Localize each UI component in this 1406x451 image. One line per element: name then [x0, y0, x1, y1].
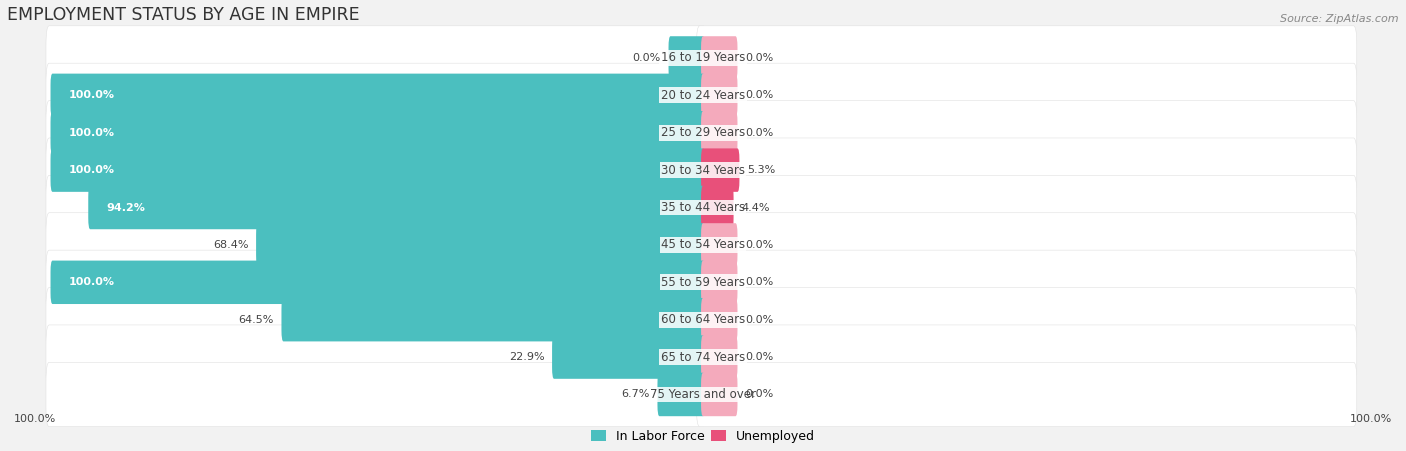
Legend: In Labor Force, Unemployed: In Labor Force, Unemployed: [586, 425, 820, 448]
FancyBboxPatch shape: [281, 298, 704, 341]
FancyBboxPatch shape: [46, 325, 706, 389]
Text: 0.0%: 0.0%: [745, 128, 773, 138]
Text: 100.0%: 100.0%: [69, 277, 115, 287]
FancyBboxPatch shape: [668, 36, 704, 80]
Text: 75 Years and over: 75 Years and over: [650, 388, 756, 401]
Text: 0.0%: 0.0%: [745, 390, 773, 400]
FancyBboxPatch shape: [46, 213, 706, 277]
Text: 65 to 74 Years: 65 to 74 Years: [661, 350, 745, 364]
FancyBboxPatch shape: [696, 250, 1357, 314]
Text: 6.7%: 6.7%: [621, 390, 650, 400]
FancyBboxPatch shape: [696, 213, 1357, 277]
FancyBboxPatch shape: [51, 111, 704, 154]
FancyBboxPatch shape: [696, 325, 1357, 389]
FancyBboxPatch shape: [89, 186, 704, 229]
Text: 100.0%: 100.0%: [69, 165, 115, 175]
Text: 25 to 29 Years: 25 to 29 Years: [661, 126, 745, 139]
FancyBboxPatch shape: [702, 261, 738, 304]
Text: 100.0%: 100.0%: [69, 90, 115, 100]
Text: 16 to 19 Years: 16 to 19 Years: [661, 51, 745, 64]
FancyBboxPatch shape: [46, 63, 706, 128]
Text: 94.2%: 94.2%: [107, 202, 145, 212]
Text: 55 to 59 Years: 55 to 59 Years: [661, 276, 745, 289]
FancyBboxPatch shape: [46, 175, 706, 239]
Text: 0.0%: 0.0%: [745, 90, 773, 100]
FancyBboxPatch shape: [553, 336, 704, 379]
Text: 0.0%: 0.0%: [745, 315, 773, 325]
Text: 45 to 54 Years: 45 to 54 Years: [661, 239, 745, 251]
FancyBboxPatch shape: [702, 148, 740, 192]
FancyBboxPatch shape: [702, 111, 738, 154]
Text: 0.0%: 0.0%: [745, 352, 773, 362]
Text: 0.0%: 0.0%: [745, 240, 773, 250]
FancyBboxPatch shape: [46, 101, 706, 165]
Text: 35 to 44 Years: 35 to 44 Years: [661, 201, 745, 214]
Text: 20 to 24 Years: 20 to 24 Years: [661, 89, 745, 102]
FancyBboxPatch shape: [46, 138, 706, 202]
Text: 0.0%: 0.0%: [745, 53, 773, 63]
FancyBboxPatch shape: [702, 223, 738, 267]
FancyBboxPatch shape: [696, 175, 1357, 239]
FancyBboxPatch shape: [46, 288, 706, 352]
FancyBboxPatch shape: [702, 298, 738, 341]
FancyBboxPatch shape: [696, 138, 1357, 202]
FancyBboxPatch shape: [51, 148, 704, 192]
FancyBboxPatch shape: [256, 223, 704, 267]
FancyBboxPatch shape: [702, 186, 734, 229]
FancyBboxPatch shape: [51, 261, 704, 304]
FancyBboxPatch shape: [46, 26, 706, 90]
FancyBboxPatch shape: [702, 336, 738, 379]
Text: 0.0%: 0.0%: [633, 53, 661, 63]
Text: 22.9%: 22.9%: [509, 352, 544, 362]
FancyBboxPatch shape: [702, 74, 738, 117]
FancyBboxPatch shape: [696, 63, 1357, 128]
Text: EMPLOYMENT STATUS BY AGE IN EMPIRE: EMPLOYMENT STATUS BY AGE IN EMPIRE: [7, 6, 360, 24]
Text: 60 to 64 Years: 60 to 64 Years: [661, 313, 745, 326]
Text: 5.3%: 5.3%: [747, 165, 776, 175]
FancyBboxPatch shape: [702, 36, 738, 80]
Text: 0.0%: 0.0%: [745, 277, 773, 287]
FancyBboxPatch shape: [658, 373, 704, 416]
Text: 100.0%: 100.0%: [1350, 414, 1392, 424]
Text: 100.0%: 100.0%: [14, 414, 56, 424]
FancyBboxPatch shape: [51, 74, 704, 117]
FancyBboxPatch shape: [696, 362, 1357, 427]
Text: 30 to 34 Years: 30 to 34 Years: [661, 164, 745, 177]
FancyBboxPatch shape: [46, 250, 706, 314]
FancyBboxPatch shape: [696, 26, 1357, 90]
Text: 4.4%: 4.4%: [741, 202, 770, 212]
FancyBboxPatch shape: [46, 362, 706, 427]
FancyBboxPatch shape: [702, 373, 738, 416]
FancyBboxPatch shape: [696, 101, 1357, 165]
Text: 68.4%: 68.4%: [212, 240, 249, 250]
FancyBboxPatch shape: [696, 288, 1357, 352]
Text: Source: ZipAtlas.com: Source: ZipAtlas.com: [1281, 14, 1399, 23]
Text: 100.0%: 100.0%: [69, 128, 115, 138]
Text: 64.5%: 64.5%: [238, 315, 274, 325]
